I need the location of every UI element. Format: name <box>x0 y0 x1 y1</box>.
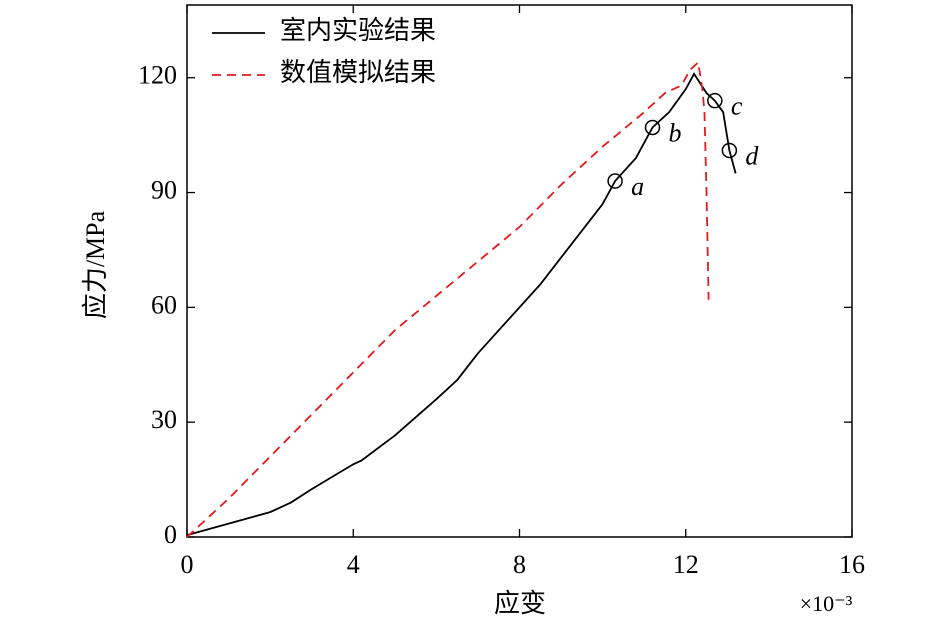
annotation-label: d <box>745 141 759 170</box>
y-tick-label: 0 <box>164 520 177 549</box>
x-tick-label: 4 <box>347 550 360 579</box>
series-line <box>186 60 710 538</box>
annotation-label: c <box>731 92 743 121</box>
x-multiplier: ×10⁻³ <box>800 591 853 616</box>
y-tick-label: 30 <box>151 405 177 434</box>
annotation-marker <box>707 92 723 109</box>
y-tick-label: 90 <box>151 176 177 205</box>
legend-label: 室内实验结果 <box>280 16 436 45</box>
x-axis-label: 应变 <box>494 589 546 618</box>
x-tick-label: 0 <box>181 550 194 579</box>
legend-label: 数值模拟结果 <box>280 58 436 87</box>
annotation-marker <box>721 142 738 159</box>
y-axis-label: 应力/MPa <box>81 210 110 319</box>
x-tick-label: 12 <box>673 550 699 579</box>
x-tick-label: 16 <box>839 550 865 579</box>
annotation-label: b <box>669 118 682 147</box>
y-tick-label: 120 <box>138 61 177 90</box>
x-tick-label: 8 <box>513 550 526 579</box>
annotation-marker <box>644 119 661 136</box>
annotation-label: a <box>631 172 644 201</box>
annotation-marker <box>607 173 623 189</box>
y-tick-label: 60 <box>151 290 177 319</box>
series-line <box>186 72 737 536</box>
